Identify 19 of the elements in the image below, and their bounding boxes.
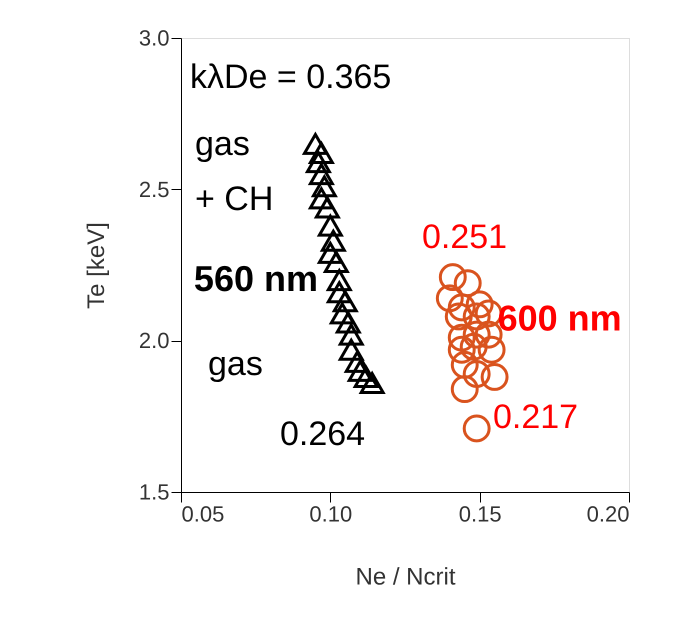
annotation: 0.251: [422, 218, 508, 256]
y-tick-label: 3.0: [138, 26, 170, 50]
y-axis-title: Te [keV]: [82, 222, 110, 309]
y-tick-label: 2.5: [138, 176, 170, 202]
y-tick-label: 1.5: [138, 480, 170, 504]
annotation: 0.264: [280, 415, 366, 453]
annotation: 560 nm: [194, 258, 318, 299]
annotation: 0.217: [493, 398, 578, 436]
x-tick-label: 0.15: [458, 502, 502, 526]
y-tick-label: 2.0: [138, 328, 170, 354]
annotation: + CH: [195, 180, 274, 218]
x-axis-title: Ne / Ncrit: [355, 564, 456, 590]
x-tick-label: 0.05: [182, 502, 224, 526]
annotation: gas: [195, 125, 250, 163]
x-tick-label: 0.20: [586, 502, 630, 526]
x-tick-label: 0.10: [309, 502, 352, 526]
annotation: kλDe = 0.365: [190, 58, 392, 96]
annotation: 600 nm: [498, 297, 622, 338]
annotation: gas: [208, 345, 263, 383]
